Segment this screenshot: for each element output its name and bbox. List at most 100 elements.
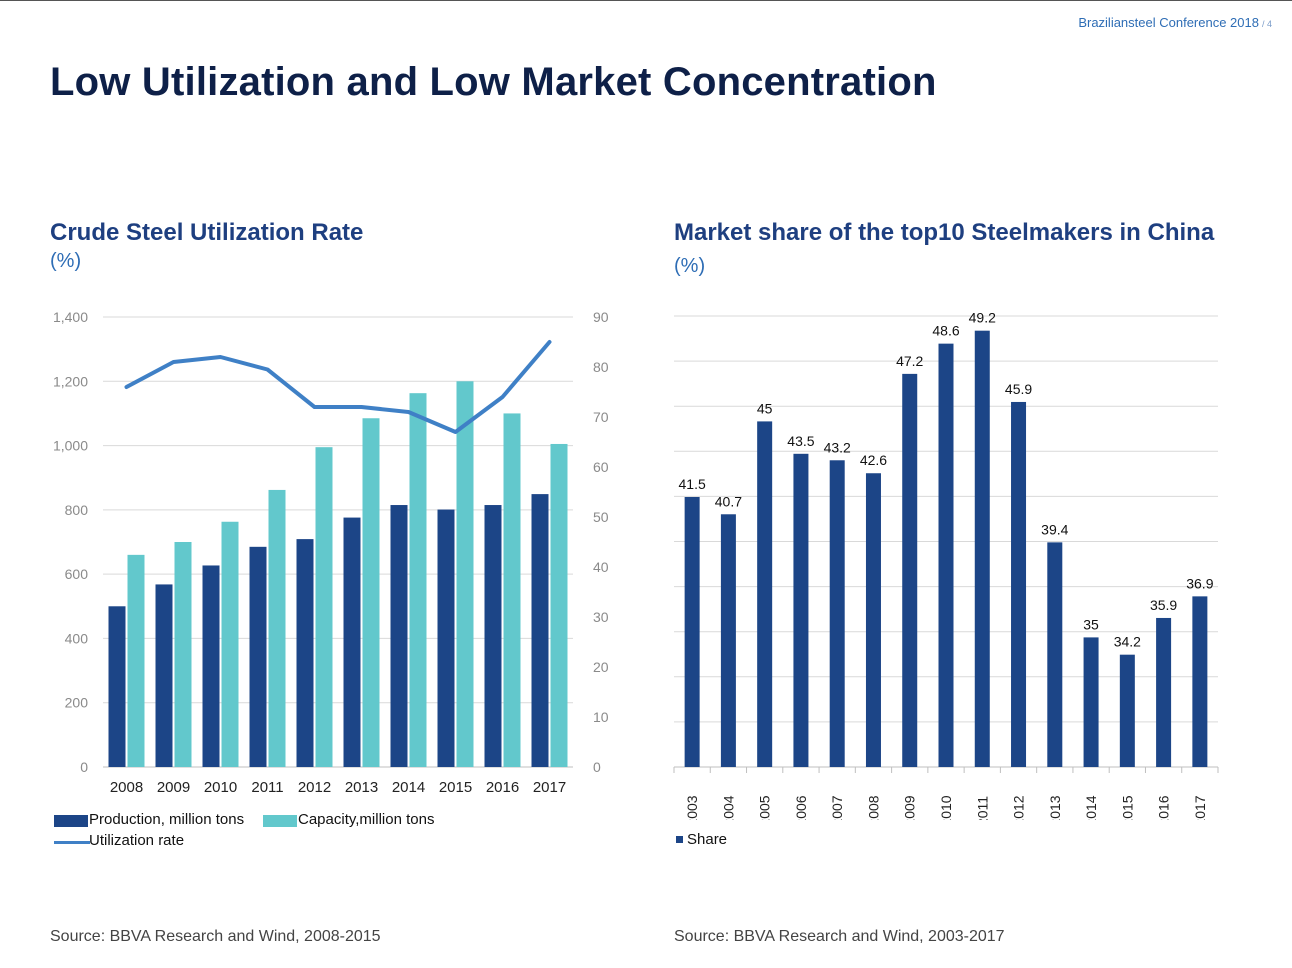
legend-label-capacity: Capacity,million tons bbox=[298, 811, 434, 828]
bar-production bbox=[344, 518, 361, 767]
bar-capacity bbox=[175, 542, 192, 767]
bar-capacity bbox=[128, 555, 145, 767]
x-tick-label: 2003 bbox=[684, 795, 700, 820]
utilization-chart: 0 200 400 600 800 1,000 1,200 1,400 0 10 20 30 40 50 6… bbox=[40, 300, 620, 810]
data-label: 43.2 bbox=[824, 439, 851, 455]
y-left-tick-label: 1,000 bbox=[53, 438, 88, 454]
data-label: 45.9 bbox=[1005, 381, 1032, 397]
left-chart-unit: (%) bbox=[50, 250, 81, 273]
y-right-tick-label: 60 bbox=[593, 459, 609, 475]
bar-share bbox=[1011, 402, 1026, 767]
y-left-tick-label: 400 bbox=[65, 630, 89, 646]
left-legend: Production, million tons Capacity,millio… bbox=[54, 811, 534, 855]
bar-share bbox=[975, 331, 990, 767]
legend-swatch-capacity bbox=[263, 815, 297, 827]
bar-share bbox=[721, 514, 736, 767]
data-label: 47.2 bbox=[896, 353, 923, 369]
x-tick-label: 2009 bbox=[157, 779, 190, 796]
bar-capacity bbox=[316, 447, 333, 767]
y-left-tick-label: 0 bbox=[80, 759, 88, 775]
right-chart-title: Market share of the top10 Steelmakers in… bbox=[674, 217, 1234, 282]
bar-production bbox=[532, 494, 549, 767]
data-label: 42.6 bbox=[860, 452, 887, 468]
y-right-tick-label: 70 bbox=[593, 409, 609, 425]
bar-share bbox=[757, 421, 772, 767]
bar-capacity bbox=[457, 381, 474, 767]
bar-production bbox=[485, 505, 502, 767]
x-tick-label: 2012 bbox=[298, 779, 331, 796]
bar-share bbox=[1047, 542, 1062, 767]
top-rule bbox=[0, 0, 1292, 1]
conference-name: Braziliansteel Conference 2018 bbox=[1078, 15, 1259, 30]
legend-swatch-utilization bbox=[54, 841, 90, 844]
data-label: 49.2 bbox=[969, 310, 996, 326]
bar-share bbox=[793, 454, 808, 767]
bar-share bbox=[866, 473, 881, 767]
x-tick-label: 2011 bbox=[251, 779, 283, 796]
right-chart-unit: (%) bbox=[674, 255, 705, 277]
x-tick-label: 2012 bbox=[1011, 795, 1027, 820]
bar-share bbox=[1192, 596, 1207, 767]
x-tick-label: 2013 bbox=[345, 779, 378, 796]
page-number: / 4 bbox=[1262, 19, 1272, 29]
bar-capacity bbox=[222, 522, 239, 767]
x-tick-label: 2009 bbox=[902, 795, 918, 820]
data-label: 45 bbox=[757, 400, 773, 416]
y-right-tick-label: 20 bbox=[593, 659, 609, 675]
data-label: 36.9 bbox=[1186, 575, 1213, 591]
y-right-tick-label: 80 bbox=[593, 359, 609, 375]
data-label: 43.5 bbox=[787, 433, 814, 449]
y-right-tick-label: 10 bbox=[593, 709, 609, 725]
conference-header: Braziliansteel Conference 2018/ 4 bbox=[1078, 15, 1272, 30]
bar-share bbox=[902, 374, 917, 767]
bar-production bbox=[250, 547, 267, 767]
page-title: Low Utilization and Low Market Concentra… bbox=[50, 60, 937, 105]
bar-capacity bbox=[551, 444, 568, 767]
bar-capacity bbox=[504, 413, 521, 767]
x-tick-label: 2005 bbox=[757, 795, 773, 820]
y-left-tick-label: 1,400 bbox=[53, 309, 88, 325]
bar-production bbox=[297, 539, 314, 767]
bar-share bbox=[685, 497, 700, 767]
y-right-tick-label: 0 bbox=[593, 759, 601, 775]
x-tick-label: 2010 bbox=[938, 795, 954, 820]
right-chart-title-text: Market share of the top10 Steelmakers in… bbox=[674, 219, 1214, 246]
x-tick-label: 2016 bbox=[1156, 795, 1172, 820]
x-tick-label: 2006 bbox=[793, 795, 809, 820]
legend-label-utilization: Utilization rate bbox=[89, 832, 184, 849]
legend-swatch-share bbox=[676, 836, 683, 843]
bar-share bbox=[1156, 618, 1171, 767]
x-tick-label: 2013 bbox=[1047, 795, 1063, 820]
y-left-tick-label: 200 bbox=[65, 695, 89, 711]
x-tick-label: 2014 bbox=[392, 779, 425, 796]
bar-capacity bbox=[363, 418, 380, 767]
y-right-tick-label: 40 bbox=[593, 559, 609, 575]
y-left-tick-label: 600 bbox=[65, 566, 89, 582]
bar-share bbox=[1084, 637, 1099, 767]
x-tick-label: 2010 bbox=[204, 779, 237, 796]
bar-share bbox=[939, 344, 954, 767]
x-tick-label: 2007 bbox=[829, 795, 845, 820]
x-tick-label: 2008 bbox=[865, 795, 881, 820]
x-tick-label: 2017 bbox=[533, 779, 566, 796]
x-tick-label: 2015 bbox=[1119, 795, 1135, 820]
market-share-chart: 41.5 2003 40.7 2004 45 2005 43.5 2006 43.2 2007 42… bbox=[660, 300, 1240, 820]
bar-production bbox=[109, 606, 126, 767]
bar-capacity bbox=[410, 393, 427, 767]
bar-production bbox=[438, 510, 455, 767]
legend-swatch-production bbox=[54, 815, 88, 827]
data-label: 41.5 bbox=[679, 476, 706, 492]
data-label: 39.4 bbox=[1041, 521, 1068, 537]
data-label: 40.7 bbox=[715, 493, 742, 509]
y-left-tick-label: 1,200 bbox=[53, 373, 88, 389]
x-tick-label: 2017 bbox=[1192, 795, 1208, 820]
y-left-tick-label: 800 bbox=[65, 502, 89, 518]
x-tick-label: 2015 bbox=[439, 779, 472, 796]
x-tick-label: 2008 bbox=[110, 779, 143, 796]
bar-production bbox=[156, 584, 173, 767]
right-source: Source: BBVA Research and Wind, 2003-201… bbox=[674, 928, 1005, 946]
left-chart-title: Crude Steel Utilization Rate bbox=[50, 217, 610, 249]
y-right-tick-label: 30 bbox=[593, 609, 609, 625]
legend-label-production: Production, million tons bbox=[89, 811, 244, 828]
y-right-tick-label: 50 bbox=[593, 509, 609, 525]
